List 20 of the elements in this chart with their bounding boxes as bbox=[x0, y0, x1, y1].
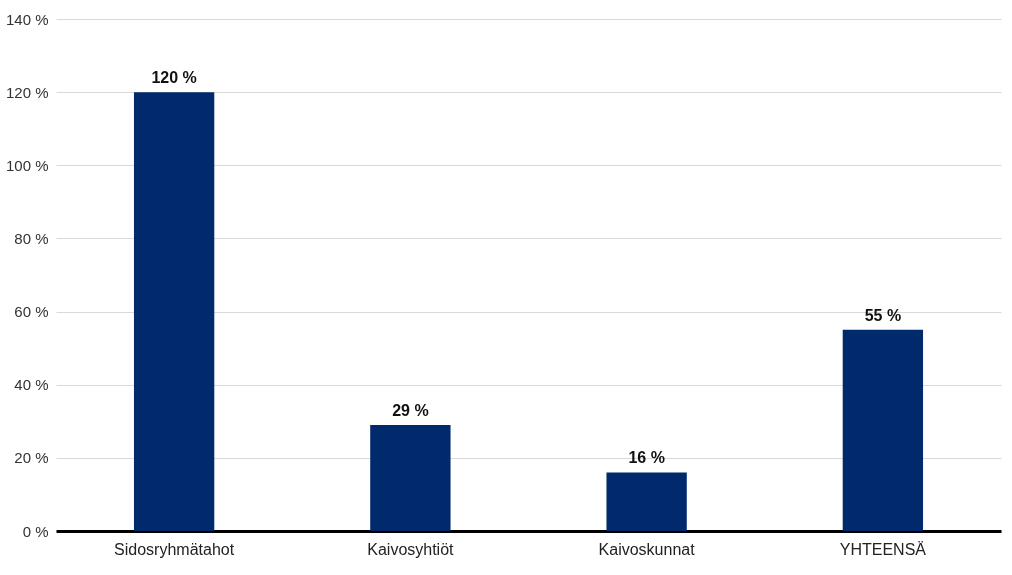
data-label: 16 % bbox=[628, 449, 665, 467]
y-tick-label: 40 % bbox=[14, 376, 49, 394]
data-label: 29 % bbox=[392, 401, 429, 419]
x-tick-label: Kaivosyhtiöt bbox=[367, 540, 455, 558]
bar bbox=[606, 472, 687, 531]
y-tick-label: 80 % bbox=[14, 229, 49, 247]
y-tick-label: 100 % bbox=[5, 156, 49, 174]
y-tick-label: 20 % bbox=[14, 449, 49, 467]
x-tick-label: Kaivoskunnat bbox=[598, 540, 696, 558]
bar bbox=[370, 424, 451, 531]
data-label: 55 % bbox=[864, 306, 902, 324]
y-tick-label: 120 % bbox=[5, 83, 49, 101]
bar bbox=[133, 92, 215, 531]
y-tick-label: 0 % bbox=[22, 522, 49, 540]
bar bbox=[842, 329, 924, 531]
y-tick-label: 60 % bbox=[14, 303, 49, 321]
data-label: 120 % bbox=[151, 69, 197, 87]
x-tick-label: Sidosryhmätahot bbox=[114, 540, 235, 558]
x-tick-label: YHTEENSÄ bbox=[839, 540, 927, 558]
y-tick-label: 140 % bbox=[5, 10, 49, 28]
